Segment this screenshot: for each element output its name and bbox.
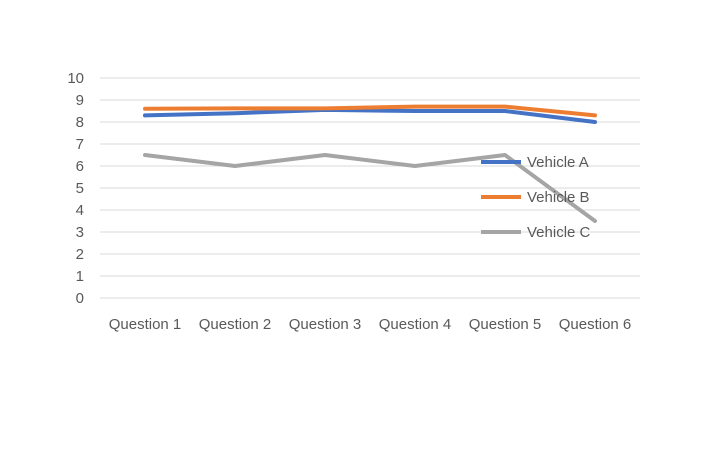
legend-label: Vehicle B <box>527 189 590 206</box>
y-tick-label: 0 <box>76 290 84 307</box>
legend-label: Vehicle C <box>527 224 591 241</box>
y-tick-label: 7 <box>76 136 84 153</box>
x-tick-label: Question 2 <box>199 316 272 333</box>
y-tick-label: 4 <box>76 202 84 219</box>
legend: Vehicle A Vehicle B Vehicle C <box>481 154 591 241</box>
x-tick-label: Question 3 <box>289 316 362 333</box>
series-lines <box>143 104 597 223</box>
y-tick-label: 9 <box>76 92 84 109</box>
x-axis-tick-labels: Question 1 Question 2 Question 3 Question 4… <box>109 316 632 333</box>
y-tick-label: 3 <box>76 224 84 241</box>
gridlines <box>100 77 640 299</box>
y-tick-label: 1 <box>76 268 84 285</box>
legend-label: Vehicle A <box>527 154 589 171</box>
series-line-1 <box>143 107 597 124</box>
series-line-3 <box>143 153 597 223</box>
y-tick-label: 10 <box>67 70 84 87</box>
x-tick-label: Question 5 <box>469 316 542 333</box>
x-tick-label: Question 1 <box>109 316 182 333</box>
x-tick-label: Question 6 <box>559 316 632 333</box>
series-line-2 <box>143 104 597 118</box>
y-axis-tick-labels: 0 1 2 3 4 5 6 7 8 9 10 <box>67 70 84 307</box>
y-tick-label: 6 <box>76 158 84 175</box>
y-tick-label: 5 <box>76 180 84 197</box>
x-tick-label: Question 4 <box>379 316 452 333</box>
y-tick-label: 8 <box>76 114 84 131</box>
y-tick-label: 2 <box>76 246 84 263</box>
